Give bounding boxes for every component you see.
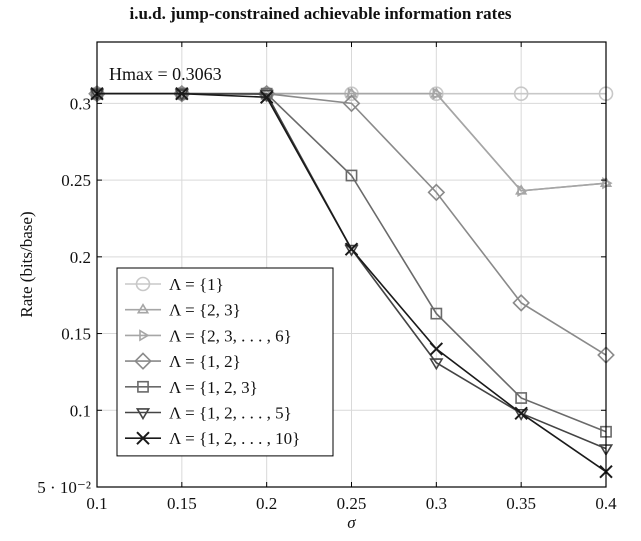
legend-entry: Λ = {1} [125, 275, 224, 294]
marker-triangle-down [174, 89, 189, 102]
chart-title: i.u.d. jump-constrained achievable infor… [129, 4, 512, 23]
legend: Λ = {1} Λ = {2, 3} Λ = {2, 3, . . . , 6} Λ … [116, 267, 334, 457]
legend-label: Λ = {1, 2} [169, 352, 241, 371]
marker-cross [136, 431, 150, 445]
marker-diamond [342, 94, 361, 113]
x-tick-label: 0.3 [426, 494, 447, 513]
marker-square [345, 169, 358, 182]
marker-triangle-down [135, 408, 151, 421]
legend-entry: Λ = {1, 2, 3} [125, 378, 258, 397]
marker-triangle-up [136, 303, 150, 314]
marker-triangle-right [517, 184, 528, 198]
y-axis-label: Rate (bits/base) [17, 211, 36, 317]
marker-cross [344, 242, 359, 256]
marker-triangle-down [429, 358, 444, 371]
x-tick-label: 0.25 [337, 494, 367, 513]
marker-diamond [134, 352, 152, 370]
y-tick-label: 0.2 [70, 248, 91, 267]
marker-square [430, 307, 443, 320]
y-tick-label: 0.1 [70, 401, 91, 420]
marker-cross [514, 406, 528, 421]
legend-label: Λ = {1, 2, 3} [169, 378, 258, 397]
x-tick-label: 0.15 [167, 494, 197, 513]
marker-square [137, 380, 149, 393]
legend-label: Λ = {2, 3, . . . , 6} [169, 326, 292, 345]
marker-cross [429, 342, 444, 356]
hmax-annotation: Hmax = 0.3063 [109, 64, 222, 84]
x-tick-label: 0.4 [595, 494, 617, 513]
x-tick-label: 0.1 [86, 494, 107, 513]
marker-diamond [512, 294, 530, 312]
marker-diamond [427, 183, 446, 202]
marker-triangle-down [344, 244, 359, 257]
marker-cross [259, 90, 274, 104]
legend-entry: Λ = {1, 2, . . . , 10} [125, 429, 300, 448]
y-tick-label: 5 · 10⁻² [37, 478, 91, 497]
legend-entry: Λ = {2, 3} [125, 301, 241, 320]
marker-square [515, 392, 528, 404]
marker-circle [513, 86, 529, 102]
x-tick-label: 0.2 [256, 494, 277, 513]
y-tick-label: 0.25 [61, 171, 91, 190]
y-tick-label: 0.3 [70, 94, 91, 113]
legend-entry: Λ = {2, 3, . . . , 6} [125, 326, 292, 345]
marker-cross [175, 87, 189, 101]
legend-label: Λ = {2, 3} [169, 301, 241, 320]
legend-label: Λ = {1, 2, . . . , 5} [169, 404, 292, 423]
marker-circle [135, 276, 151, 292]
marker-triangle-right [139, 329, 150, 342]
y-tick-label: 0.15 [61, 325, 91, 344]
legend-entry: Λ = {1, 2} [125, 352, 241, 371]
x-tick-label: 0.35 [506, 494, 536, 513]
legend-label: Λ = {1} [169, 275, 224, 294]
legend-box [116, 267, 334, 457]
x-axis-label: σ [347, 513, 356, 532]
legend-label: Λ = {1, 2, . . . , 10} [169, 429, 300, 448]
marker-triangle-right [432, 87, 443, 100]
legend-entry: Λ = {1, 2, . . . , 5} [125, 404, 292, 423]
marker-triangle-right [602, 177, 613, 190]
ticks: 0.1 0.15 0.2 0.25 0.3 0.35 0.45 · 10⁻²0.10.150… [37, 42, 617, 513]
